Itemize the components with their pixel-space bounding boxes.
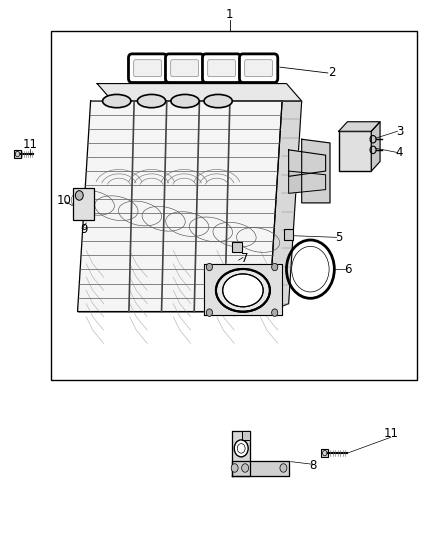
Polygon shape xyxy=(78,101,282,312)
Polygon shape xyxy=(339,122,380,131)
Polygon shape xyxy=(302,139,330,203)
Text: 11: 11 xyxy=(22,138,37,151)
Circle shape xyxy=(231,464,238,472)
FancyBboxPatch shape xyxy=(128,54,167,83)
Bar xyxy=(14,150,21,158)
Ellipse shape xyxy=(204,94,232,108)
Ellipse shape xyxy=(171,94,199,108)
FancyBboxPatch shape xyxy=(134,60,162,77)
Ellipse shape xyxy=(102,94,131,108)
Text: 8: 8 xyxy=(309,459,316,472)
Ellipse shape xyxy=(216,269,270,312)
FancyBboxPatch shape xyxy=(208,60,236,77)
Circle shape xyxy=(272,263,278,271)
Polygon shape xyxy=(242,431,251,440)
Polygon shape xyxy=(97,84,302,101)
Text: 7: 7 xyxy=(241,252,249,265)
Text: 5: 5 xyxy=(335,231,343,244)
Bar xyxy=(284,229,293,240)
Bar xyxy=(73,188,94,220)
FancyBboxPatch shape xyxy=(240,54,278,83)
Polygon shape xyxy=(232,461,289,476)
FancyBboxPatch shape xyxy=(166,54,204,83)
Text: 4: 4 xyxy=(396,146,403,159)
Text: 11: 11 xyxy=(383,427,399,440)
Circle shape xyxy=(280,464,287,472)
Polygon shape xyxy=(204,264,282,316)
Circle shape xyxy=(234,440,248,457)
FancyBboxPatch shape xyxy=(171,60,198,77)
Bar xyxy=(51,30,417,381)
Ellipse shape xyxy=(138,94,166,108)
Bar xyxy=(321,449,328,457)
Circle shape xyxy=(242,464,249,472)
Polygon shape xyxy=(289,171,325,193)
Circle shape xyxy=(272,309,278,317)
Text: 10: 10 xyxy=(57,193,72,207)
Circle shape xyxy=(75,191,83,200)
Text: 6: 6 xyxy=(344,263,351,276)
Polygon shape xyxy=(269,101,302,312)
Bar xyxy=(232,241,242,252)
Ellipse shape xyxy=(223,274,263,307)
Text: 3: 3 xyxy=(396,125,403,138)
FancyBboxPatch shape xyxy=(202,54,241,83)
Text: 1: 1 xyxy=(226,8,233,21)
Text: 9: 9 xyxy=(80,223,88,236)
Polygon shape xyxy=(371,122,380,171)
Polygon shape xyxy=(232,431,251,476)
Polygon shape xyxy=(289,150,325,176)
Bar xyxy=(339,131,371,171)
FancyBboxPatch shape xyxy=(245,60,272,77)
Circle shape xyxy=(206,309,212,317)
Text: 2: 2 xyxy=(328,67,336,79)
Circle shape xyxy=(206,263,212,271)
